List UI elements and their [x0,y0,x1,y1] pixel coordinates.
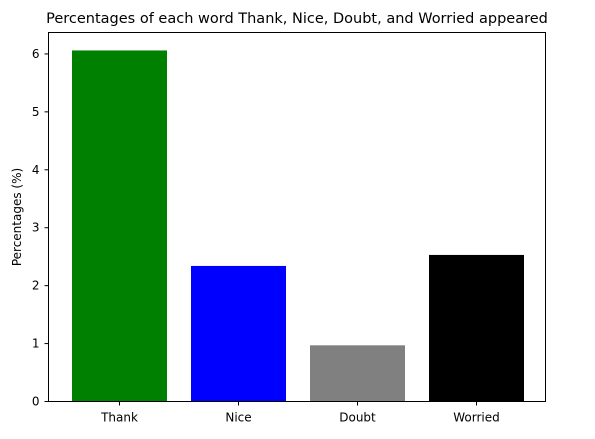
x-tick-label: Doubt [339,411,376,425]
bar-doubt [310,345,405,402]
x-tick-label: Worried [453,411,500,425]
y-tick-label: 2 [32,279,40,293]
bar-thank [72,50,167,402]
x-tick-label: Thank [100,411,138,425]
y-axis: 0 1 2 3 4 5 6 [32,47,49,409]
chart-title: Percentages of each word Thank, Nice, Do… [46,11,548,27]
y-tick-label: 5 [32,105,40,119]
plot-frame [48,32,546,402]
y-tick-label: 4 [32,163,40,177]
y-axis-label: Percentages (%) [10,168,24,266]
y-tick-label: 3 [32,221,40,235]
x-axis: Thank Nice Doubt Worried [100,401,500,425]
x-tick-label: Nice [225,411,251,425]
y-tick-label: 0 [32,395,40,409]
bar-worried [429,254,524,402]
y-tick-label: 1 [32,337,40,351]
y-tick-label: 6 [32,47,40,61]
bars-group [72,50,524,402]
bar-nice [191,265,286,402]
